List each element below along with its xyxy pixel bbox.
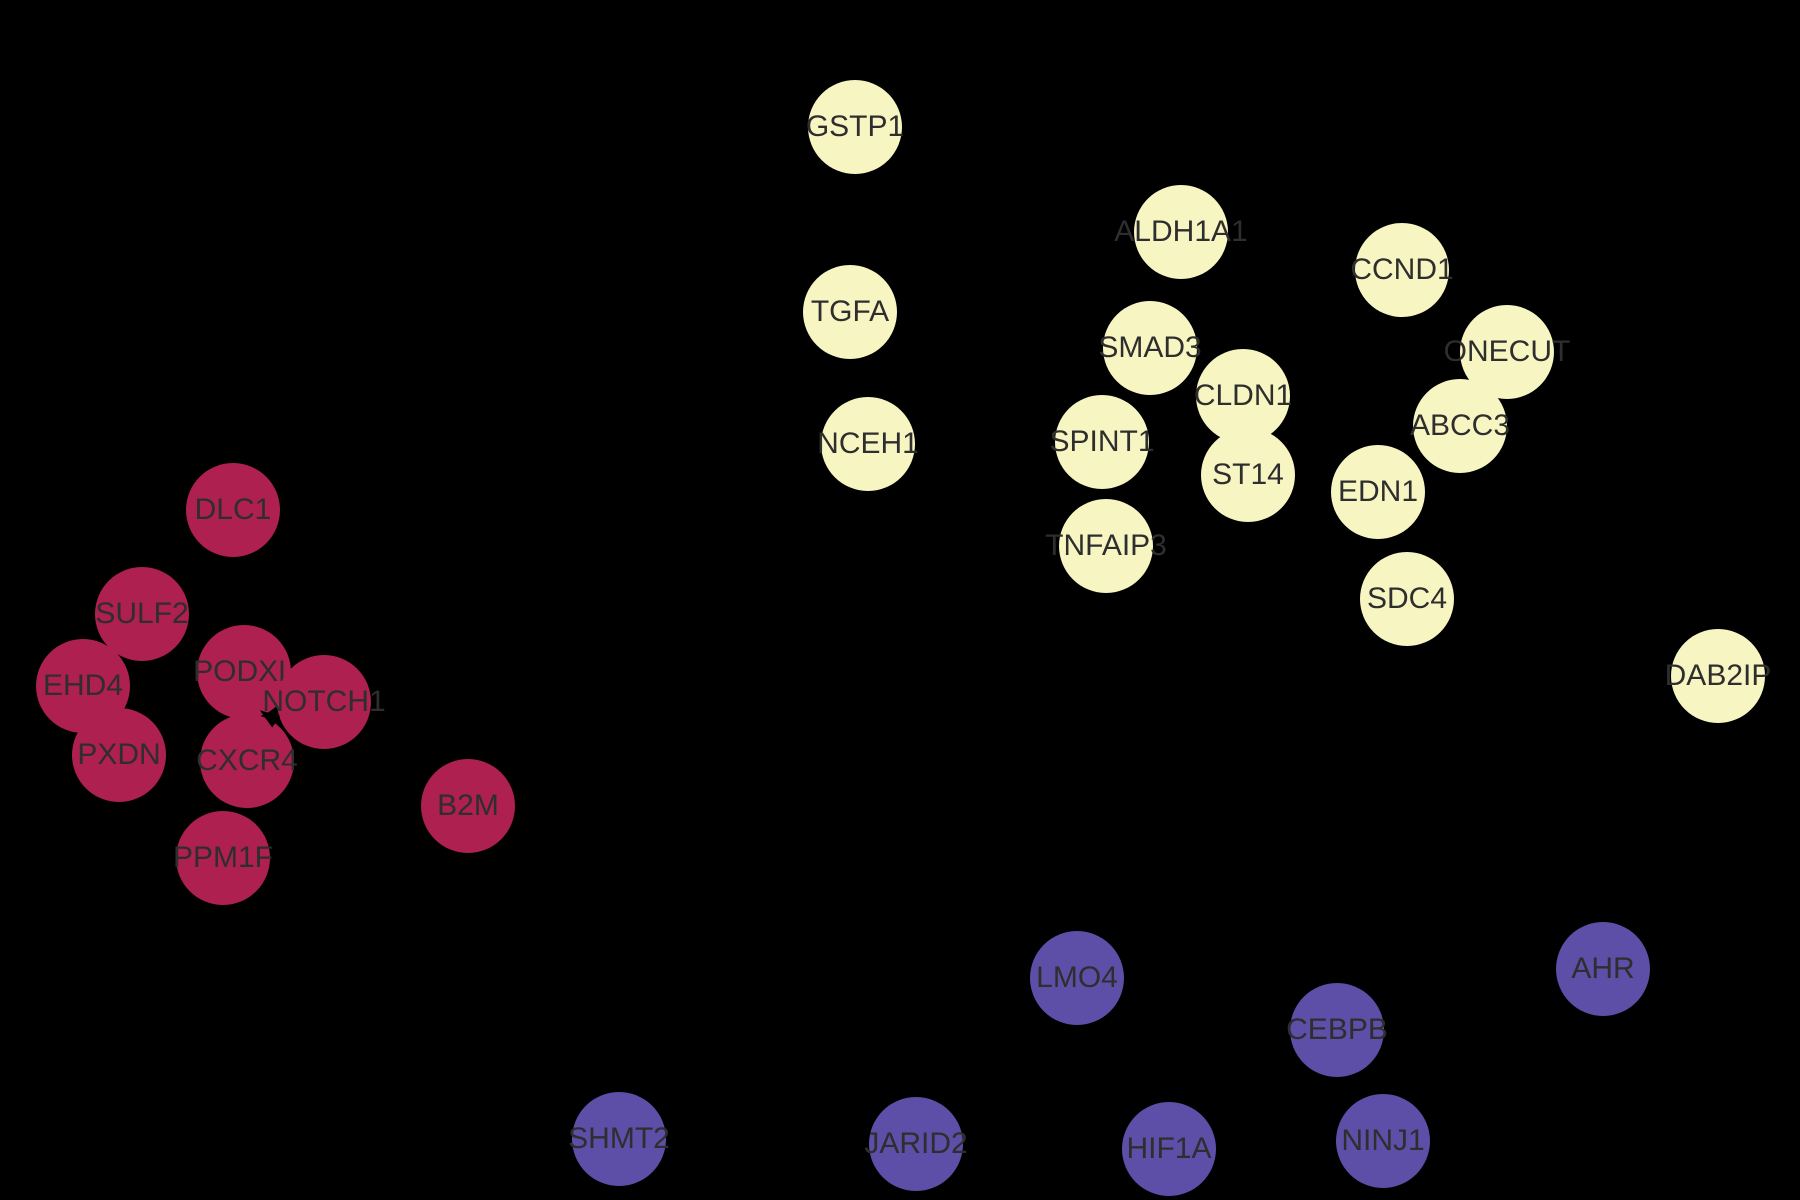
graph-node-pxdn[interactable]: PXDN <box>72 708 166 802</box>
graph-node-edn1[interactable]: EDN1 <box>1331 445 1425 539</box>
node-label: GSTP1 <box>805 110 905 143</box>
graph-node-notch1[interactable]: NOTCH1 <box>262 655 386 749</box>
node-label: ABCC3 <box>1409 409 1511 442</box>
graph-node-hif1a[interactable]: HIF1A <box>1122 1102 1216 1196</box>
node-label: TNFAIP3 <box>1045 529 1167 562</box>
graph-node-tnfaip3[interactable]: TNFAIP3 <box>1045 499 1167 593</box>
node-label: CXCR4 <box>196 744 298 777</box>
node-label: EHD4 <box>42 669 124 702</box>
node-label: TGFA <box>810 295 890 328</box>
graph-node-jarid2[interactable]: JARID2 <box>864 1097 968 1191</box>
graph-node-aldh1a1[interactable]: ALDH1A1 <box>1114 185 1248 279</box>
graph-node-gstp1[interactable]: GSTP1 <box>805 80 905 174</box>
node-label: ALDH1A1 <box>1114 215 1248 248</box>
node-label: SMAD3 <box>1098 331 1202 364</box>
node-label: SHMT2 <box>568 1122 670 1155</box>
node-label: HIF1A <box>1126 1132 1212 1165</box>
graph-node-st14[interactable]: ST14 <box>1201 428 1295 522</box>
graph-node-ahr[interactable]: AHR <box>1556 922 1650 1016</box>
graph-node-dab2ip[interactable]: DAB2IP <box>1665 629 1771 723</box>
node-label: SULF2 <box>95 597 189 630</box>
graph-node-ccnd1[interactable]: CCND1 <box>1350 223 1454 317</box>
graph-node-sdc4[interactable]: SDC4 <box>1360 552 1454 646</box>
graph-node-nceh1[interactable]: NCEH1 <box>817 397 919 491</box>
graph-node-dlc1[interactable]: DLC1 <box>186 463 280 557</box>
node-label: EDN1 <box>1337 475 1419 508</box>
graph-node-shmt2[interactable]: SHMT2 <box>568 1092 670 1186</box>
node-label: NOTCH1 <box>262 685 386 718</box>
node-label: LMO4 <box>1036 961 1118 994</box>
node-label: ST14 <box>1212 458 1284 491</box>
node-label: DLC1 <box>194 493 272 526</box>
graph-node-cxcr4[interactable]: CXCR4 <box>196 714 298 808</box>
graph-node-lmo4[interactable]: LMO4 <box>1030 931 1124 1025</box>
node-label: SPINT1 <box>1049 425 1155 458</box>
graph-node-spint1[interactable]: SPINT1 <box>1049 395 1155 489</box>
node-label: NCEH1 <box>817 427 919 460</box>
node-label: SDC4 <box>1366 582 1448 615</box>
node-label: JARID2 <box>864 1127 968 1160</box>
node-label: PODXL <box>193 655 295 688</box>
graph-node-b2m[interactable]: B2M <box>421 759 515 853</box>
node-label: PPM1F <box>172 841 274 874</box>
node-label: AHR <box>1571 952 1635 985</box>
graph-node-ninj1[interactable]: NINJ1 <box>1336 1094 1430 1188</box>
node-label: CCND1 <box>1350 253 1454 286</box>
graph-node-abcc3[interactable]: ABCC3 <box>1409 379 1511 473</box>
node-label: ONECUT <box>1443 335 1571 368</box>
node-label: CEBPB <box>1286 1013 1388 1046</box>
graph-node-tgfa[interactable]: TGFA <box>803 265 897 359</box>
graph-node-smad3[interactable]: SMAD3 <box>1098 301 1202 395</box>
node-label: B2M <box>437 789 499 822</box>
node-label: NINJ1 <box>1341 1124 1425 1157</box>
graph-node-ppm1f[interactable]: PPM1F <box>172 811 274 905</box>
node-label: PXDN <box>77 738 161 771</box>
node-label: DAB2IP <box>1664 659 1772 692</box>
node-label: CLDN1 <box>1193 379 1293 412</box>
graph-node-cebpb[interactable]: CEBPB <box>1286 983 1388 1077</box>
